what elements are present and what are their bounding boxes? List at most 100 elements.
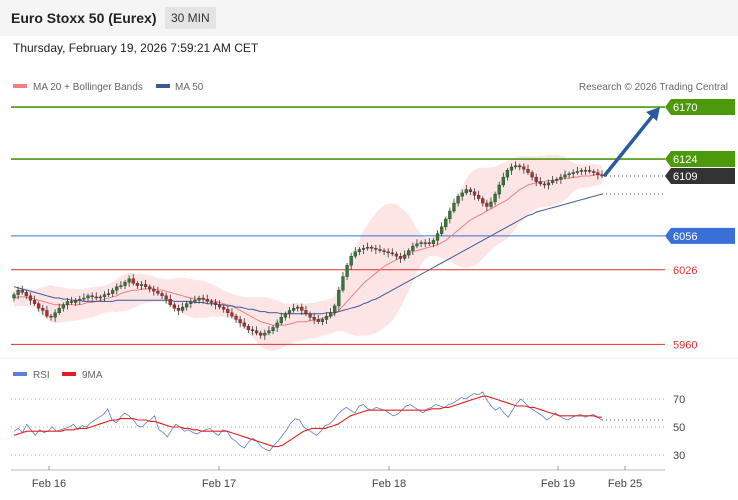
candle	[49, 313, 53, 321]
candle-body	[546, 182, 551, 186]
ma50-line	[13, 193, 603, 315]
candle-body	[139, 284, 144, 286]
candle-body	[263, 332, 267, 336]
candle-body	[349, 256, 353, 266]
candle	[78, 295, 82, 305]
candle-body	[357, 249, 362, 252]
candle-body	[287, 310, 292, 315]
candle	[12, 292, 16, 302]
x-tick-label: Feb 16	[32, 478, 66, 490]
candle	[370, 244, 374, 252]
candle	[411, 242, 415, 256]
candle	[341, 272, 345, 293]
candle	[464, 185, 468, 196]
candle-body	[86, 295, 90, 299]
candle	[57, 303, 61, 315]
x-tick-label: Feb 17	[202, 478, 236, 490]
candle-body	[333, 305, 337, 313]
candle	[193, 295, 197, 304]
candle-body	[477, 194, 481, 199]
candle-body	[275, 322, 279, 328]
candle-body	[361, 248, 366, 250]
candle-body	[518, 165, 522, 168]
candle	[538, 177, 542, 187]
candle-body	[205, 298, 209, 302]
candle-body	[402, 254, 407, 259]
candle-body	[176, 307, 181, 311]
candle-body	[115, 286, 119, 291]
ma20-line	[13, 174, 602, 326]
candle	[592, 169, 596, 176]
candle	[361, 244, 366, 254]
candle-body	[526, 168, 530, 173]
level-value-6124: 6124	[673, 154, 697, 166]
candle	[497, 181, 501, 199]
candle-body	[94, 296, 98, 299]
candle-body	[143, 284, 148, 287]
rsi-tick-50: 50	[673, 422, 685, 434]
candle-body	[341, 276, 345, 291]
candle-body	[28, 295, 33, 301]
candle-body	[135, 283, 139, 286]
candle	[546, 179, 551, 190]
ma20-legend-swatch	[13, 84, 27, 88]
candle	[345, 262, 349, 280]
candle	[123, 279, 127, 289]
candle-body	[242, 322, 246, 327]
candle	[407, 248, 411, 259]
candle	[324, 312, 329, 325]
candle	[308, 311, 312, 321]
candle-body	[378, 249, 382, 251]
candle-body	[217, 304, 222, 308]
candle-body	[460, 192, 464, 197]
candle-body	[419, 242, 423, 244]
candle	[300, 303, 304, 315]
timeframe-button[interactable]: 30 MIN	[165, 7, 216, 29]
candle-body	[180, 306, 185, 311]
candle	[111, 287, 115, 297]
candle	[423, 239, 427, 248]
candle-body	[20, 289, 24, 293]
rsi-ma-legend-label: 9MA	[82, 370, 103, 381]
candle-body	[123, 281, 127, 286]
level-tag-6170	[665, 99, 735, 116]
candle-body	[415, 243, 419, 247]
candle-body	[398, 256, 403, 259]
x-tick-label: Feb 25	[608, 478, 642, 490]
rsi-legend-swatch	[13, 372, 27, 376]
candle	[263, 329, 267, 340]
candle	[353, 247, 357, 259]
candle-body	[279, 317, 283, 324]
candle-body	[57, 307, 61, 313]
candle-body	[152, 288, 156, 292]
candle	[526, 164, 530, 175]
candle	[283, 311, 288, 321]
candle	[559, 173, 563, 184]
candle-body	[106, 293, 111, 295]
candle	[386, 248, 390, 258]
candle-body	[234, 315, 238, 320]
instrument-title: Euro Stoxx 50 (Eurex)	[11, 10, 157, 26]
candle	[287, 307, 292, 319]
candle	[32, 295, 37, 306]
candle	[435, 230, 440, 245]
candle-body	[493, 193, 497, 203]
candle	[45, 305, 49, 319]
candle	[579, 168, 584, 175]
candle-body	[37, 303, 41, 309]
current-price-value: 6109	[673, 171, 697, 183]
current-price-tag	[665, 167, 735, 184]
candle	[431, 238, 436, 248]
candle	[328, 308, 333, 319]
credit-text: Research © 2026 Trading Central	[579, 82, 728, 93]
candle	[74, 298, 78, 306]
candle	[291, 303, 296, 313]
candle-body	[250, 329, 255, 331]
candle-body	[575, 171, 579, 173]
candle	[518, 163, 522, 171]
candle-body	[164, 295, 168, 300]
candle-body	[197, 297, 201, 301]
candle-body	[102, 294, 107, 298]
candle-body	[65, 301, 70, 305]
